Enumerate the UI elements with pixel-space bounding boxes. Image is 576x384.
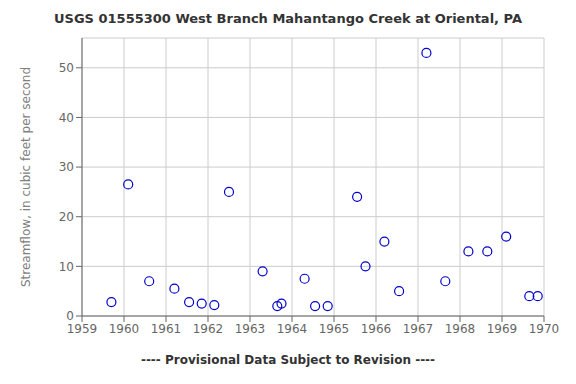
svg-text:0: 0 — [66, 309, 74, 323]
svg-text:1966: 1966 — [361, 322, 392, 336]
svg-text:40: 40 — [59, 111, 74, 125]
svg-text:1963: 1963 — [235, 322, 266, 336]
svg-text:1960: 1960 — [109, 322, 140, 336]
svg-text:1969: 1969 — [487, 322, 518, 336]
svg-text:50: 50 — [59, 61, 74, 75]
svg-text:1970: 1970 — [529, 322, 560, 336]
html-text:---- Provisional Data Subject: ---- Provisional Data Subject to Revisio… — [140, 353, 436, 367]
svg-text:1959: 1959 — [67, 322, 98, 336]
svg-text:1967: 1967 — [403, 322, 434, 336]
html-text:USGS 01555300 West Branch Maha: USGS 01555300 West Branch Mahantango Cre… — [54, 11, 522, 26]
svg-text:1968: 1968 — [445, 322, 476, 336]
svg-text:1962: 1962 — [193, 322, 224, 336]
svg-text:Streamflow, in cubic feet per: Streamflow, in cubic feet per second — [19, 67, 33, 287]
svg-text:30: 30 — [59, 160, 74, 174]
svg-text:1964: 1964 — [277, 322, 308, 336]
svg-text:1965: 1965 — [319, 322, 350, 336]
svg-text:1961: 1961 — [151, 322, 182, 336]
svg-text:20: 20 — [59, 210, 74, 224]
svg-text:10: 10 — [59, 260, 74, 274]
